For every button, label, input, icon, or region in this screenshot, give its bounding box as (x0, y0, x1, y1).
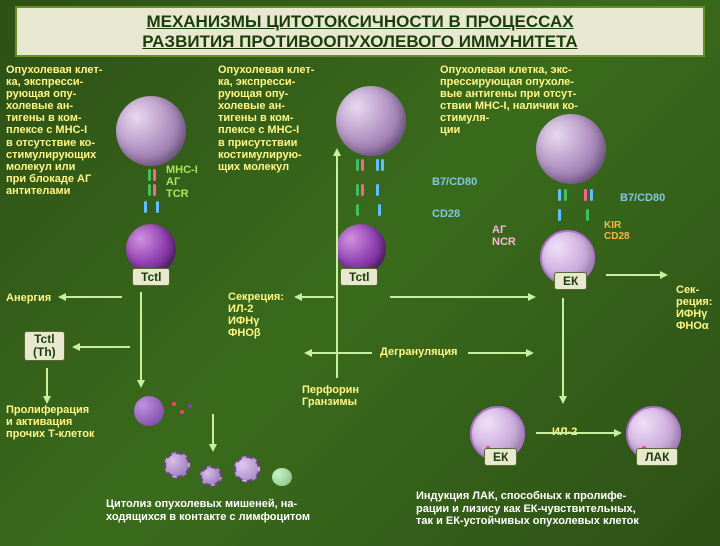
t-cell-1 (126, 224, 176, 274)
lysed-cell-icon (200, 466, 222, 486)
ek-label-2: ЕК (484, 448, 517, 466)
receptor-icon (584, 189, 587, 201)
secretion2-label: Сек-реция:ИФНγФНОα (676, 284, 712, 332)
arrow-perforin-up (336, 154, 338, 378)
arrow-degran-r (468, 352, 528, 354)
receptor-icon (356, 159, 359, 171)
arrow-il2 (536, 432, 616, 434)
receptor-icon (148, 169, 151, 181)
lak-induction-text: Индукция ЛАК, способных к пролифе-рации … (416, 490, 716, 528)
arrow-secretion2 (606, 274, 662, 276)
tctl-th-box: Tctl(Th) (24, 331, 65, 361)
receptor-icon (361, 159, 364, 171)
title-line1: МЕХАНИЗМЫ ЦИТОТОКСИЧНОСТИ В ПРОЦЕССАХ (146, 12, 573, 31)
tumor1-desc: Опухолевая клет-ка, экспресси-рующая опу… (6, 64, 116, 197)
receptor-icon (376, 159, 379, 171)
ag-ncr-label: АГNCR (492, 224, 516, 248)
receptor-icon (376, 184, 379, 196)
receptor-icon (590, 189, 593, 201)
secretion-label: Секреция:ИЛ-2ИФНγФНОβ (228, 291, 284, 339)
lysed-cell-icon (164, 452, 190, 478)
kir-cd28-label: KIRCD28 (604, 220, 630, 242)
receptor-icon (381, 159, 384, 171)
receptor-icon (356, 204, 359, 216)
tumor-cell-2 (336, 86, 406, 156)
t-cell-2 (336, 224, 386, 274)
arrow-secretion (300, 296, 334, 298)
ek-label-1: ЕК (554, 272, 587, 290)
receptor-icon (586, 209, 589, 221)
granule-icon (172, 402, 176, 406)
receptor-icon (153, 184, 156, 196)
cd28-label: CD28 (432, 208, 460, 220)
arrow-ek-down (562, 298, 564, 398)
receptor-icon (361, 184, 364, 196)
arrow-cytolysis (212, 414, 214, 446)
receptor-icon (378, 204, 381, 216)
prolif-label: Пролиферацияи активацияпрочих Т-клеток (6, 404, 94, 440)
tumor-cell-3 (536, 114, 606, 184)
receptor-icon (356, 184, 359, 196)
receptor-icon (156, 201, 159, 213)
lysed-cell-icon (234, 456, 260, 482)
title-box: МЕХАНИЗМЫ ЦИТОТОКСИЧНОСТИ В ПРОЦЕССАХ РА… (15, 6, 705, 57)
receptor-icon (558, 209, 561, 221)
arrow-prolif (46, 368, 48, 398)
anergia-label: Анергия (6, 292, 51, 304)
b7cd80-label-1: B7/CD80 (432, 176, 477, 188)
granule-icon (188, 404, 192, 408)
receptor-icon (153, 169, 156, 181)
perforin-label: ПерфоринГранзимы (302, 384, 359, 408)
b7cd80-label-2: B7/CD80 (620, 192, 665, 204)
arrow-down-tctl (140, 292, 142, 382)
receptor-icon (558, 189, 561, 201)
arrow-secretion-r (390, 296, 530, 298)
cytolysis-text: Цитолиз опухолевых мишеней, на-ходящихся… (106, 498, 366, 523)
tumor2-desc: Опухолевая клет-ка, экспресси-рующая опу… (218, 64, 330, 173)
receptor-icon (564, 189, 567, 201)
tumor-cell-1 (116, 96, 186, 166)
granule-icon (180, 410, 184, 414)
degran-label: Дегрануляция (380, 346, 457, 358)
arrow-to-th (78, 346, 130, 348)
small-cell-icon (134, 396, 164, 426)
tctl-label-2: Tctl (340, 268, 378, 286)
arrow-degran-l (310, 352, 372, 354)
lysed-cell-icon (272, 468, 292, 486)
tctl-label-1: Tctl (132, 268, 170, 286)
lak-label: ЛАК (636, 448, 678, 466)
title-line2: РАЗВИТИЯ ПРОТИВООПУХОЛЕВОГО ИММУНИТЕТА (142, 32, 577, 51)
receptor-icon (148, 184, 151, 196)
receptor-icon (144, 201, 147, 213)
arrow-anergia (64, 296, 122, 298)
mhc-label: MHC-IАГTCR (166, 164, 198, 200)
